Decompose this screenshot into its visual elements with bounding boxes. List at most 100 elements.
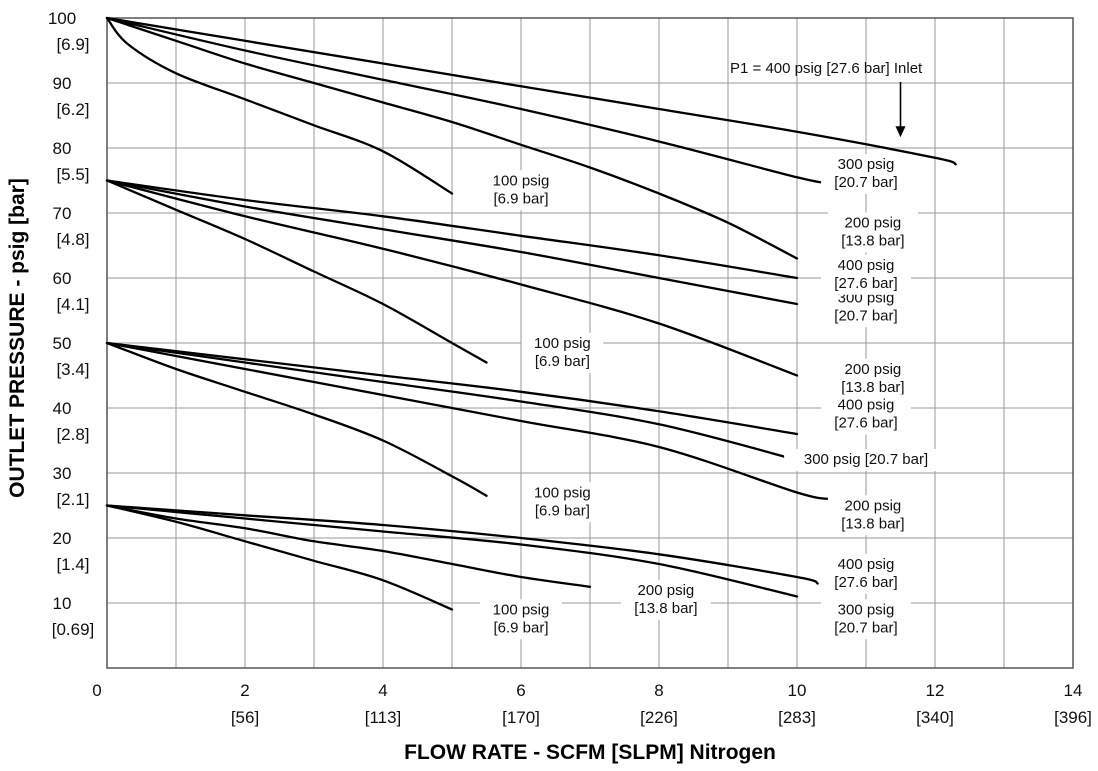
curve-label: 400 psig — [838, 556, 895, 573]
curve-label: 400 psig — [838, 257, 895, 274]
x-tick-label: 8 — [654, 681, 663, 700]
curve-label-background — [821, 599, 911, 640]
curve-label-background — [827, 358, 918, 399]
x-tick-slpm-label: [226] — [640, 708, 678, 727]
curve-label: 300 psig [20.7 bar] — [804, 451, 928, 468]
curve-label-background — [821, 553, 911, 594]
curve-label: [13.8 bar] — [841, 233, 904, 250]
y-tick-label: 30 — [53, 464, 72, 483]
x-tick-label: 12 — [926, 681, 945, 700]
curve-label-background — [821, 394, 911, 435]
series-curves — [105, 16, 957, 611]
curve-label-background — [521, 482, 604, 523]
curve-label: [20.7 bar] — [834, 619, 897, 636]
y-tick-label: 80 — [53, 139, 72, 158]
pressure-curve — [105, 341, 833, 501]
pressure-curve — [105, 504, 799, 598]
y-tick-label: 20 — [53, 529, 72, 548]
pressure-curve — [105, 179, 488, 364]
y-tick-label: 60 — [53, 269, 72, 288]
curve-label: 100 psig — [534, 484, 591, 501]
y-tick-bar-label: [5.5] — [56, 165, 89, 184]
y-tick-bar-label: [3.4] — [56, 360, 89, 379]
x-tick-label: 6 — [516, 681, 525, 700]
curve-label: [27.6 bar] — [834, 415, 897, 432]
pressure-curve — [105, 504, 454, 611]
pressure-curve — [105, 179, 799, 280]
x-tick-label: 0 — [92, 681, 101, 700]
pressure-curve — [105, 16, 833, 185]
y-tick-bar-label: [4.8] — [56, 230, 89, 249]
pressure-curve — [105, 341, 799, 436]
curve-label: 200 psig — [638, 582, 695, 599]
curve-label-background — [480, 170, 562, 211]
curve-labels: 100 psig[6.9 bar]200 psig[13.8 bar]300 p… — [480, 154, 948, 640]
y-tick-label: 10 — [53, 594, 72, 613]
curve-label: 100 psig — [493, 172, 550, 189]
pressure-curve — [105, 16, 799, 260]
x-tick-label: 2 — [240, 681, 249, 700]
curve-label-background — [521, 332, 604, 373]
curve-label: [13.8 bar] — [634, 600, 697, 617]
x-tick-labels: 0 2 [56] 4 [113] 6 [170] 8 [226] 10 [283] 12 [340] 14… — [92, 681, 1092, 727]
curve-label: [27.6 bar] — [834, 574, 897, 591]
curve-label-background — [620, 579, 711, 620]
curve-label: 100 psig — [493, 601, 550, 618]
curve-label: 100 psig — [534, 335, 591, 352]
y-tick-label: 40 — [53, 399, 72, 418]
y-tick-bar-label: [2.8] — [56, 425, 89, 444]
curve-label: [6.9 bar] — [493, 619, 548, 636]
inlet-annotation-label: P1 = 400 psig [27.6 bar] Inlet — [730, 60, 923, 77]
x-tick-label: 4 — [378, 681, 387, 700]
curve-label-background — [480, 599, 562, 640]
curve-label: 200 psig — [845, 215, 902, 232]
curve-label: [20.7 bar] — [834, 307, 897, 324]
curve-label: [27.6 bar] — [834, 275, 897, 292]
annotation-arrow-head — [895, 126, 906, 138]
pressure-curve — [105, 504, 592, 588]
curve-label: [6.9 bar] — [535, 502, 590, 519]
curve-label: [6.9 bar] — [535, 353, 590, 370]
y-tick-label: 70 — [53, 204, 72, 223]
y-tick-label: 50 — [53, 334, 72, 353]
pressure-curve — [105, 16, 454, 195]
pressure-curve — [105, 179, 799, 306]
curve-label: 200 psig — [845, 497, 902, 514]
curve-label-background — [784, 449, 948, 471]
curve-label: [13.8 bar] — [841, 379, 904, 396]
x-tick-slpm-label: [113] — [365, 708, 402, 727]
curve-label: 300 psig — [838, 601, 895, 618]
x-tick-label: 10 — [788, 681, 807, 700]
x-tick-label: 14 — [1064, 681, 1083, 700]
curve-label: [13.8 bar] — [841, 515, 904, 532]
pressure-curve — [105, 16, 957, 166]
y-axis-title: OUTLET PRESSURE - psig [bar] — [6, 178, 29, 498]
x-tick-slpm-label: [56] — [231, 708, 259, 727]
y-tick-bar-label: [6.2] — [56, 100, 89, 119]
y-tick-bar-label: [1.4] — [56, 555, 89, 574]
curve-label: 300 psig — [838, 156, 895, 173]
y-tick-label: 100 — [48, 9, 76, 28]
pressure-curve — [105, 341, 799, 462]
x-tick-slpm-label: [396] — [1054, 708, 1092, 727]
y-tick-bar-label: [0.69] — [52, 620, 95, 639]
y-tick-label: 90 — [53, 74, 72, 93]
curve-label-background — [821, 254, 911, 295]
curve-label-background — [821, 154, 911, 194]
curve-label: [20.7 bar] — [834, 174, 897, 191]
y-tick-bar-label: [2.1] — [56, 490, 89, 509]
y-tick-bar-label: [4.1] — [56, 295, 89, 314]
x-axis-title: FLOW RATE - SCFM [SLPM] Nitrogen — [404, 741, 776, 764]
x-tick-slpm-label: [340] — [916, 708, 954, 727]
y-tick-bar-label: [6.9] — [56, 35, 89, 54]
x-tick-slpm-label: [283] — [778, 708, 816, 727]
y-tick-labels: 100 [6.9] 90 [6.2] 80 [5.5] 70 [4.8] 60 [4.1] 50 [3… — [48, 9, 94, 639]
pressure-curve — [105, 504, 819, 585]
curve-label: 400 psig — [838, 397, 895, 414]
pressure-curve — [105, 179, 799, 377]
curve-label: [6.9 bar] — [493, 190, 548, 207]
pressure-curve — [105, 341, 488, 497]
inlet-annotation: P1 = 400 psig [27.6 bar] Inlet — [730, 60, 923, 138]
x-tick-slpm-label: [170] — [502, 708, 540, 727]
